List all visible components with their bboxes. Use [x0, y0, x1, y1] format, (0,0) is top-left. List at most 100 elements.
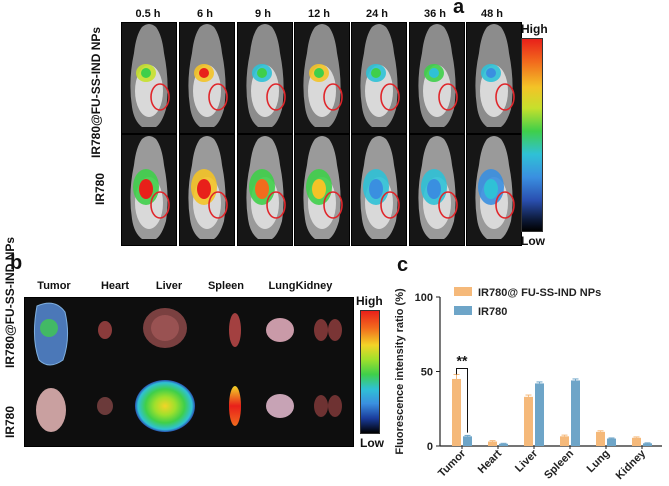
liver-inner-np — [151, 315, 179, 341]
fluorescence-signal-core — [484, 179, 498, 199]
panel-b-row-label-np: IR780@FU-SS-IND NPs — [3, 236, 17, 368]
bar-kidney-np — [632, 437, 641, 446]
mouse-image-r0-c4 — [351, 22, 407, 134]
tumor-circle-marker — [150, 191, 170, 219]
organ-label-tumor: Tumor — [37, 280, 71, 292]
panel-a-row-label-np: IR780@FU-SS-IND NPs — [89, 26, 103, 158]
organ-label-kidney: Kidney — [295, 280, 333, 292]
kidney-organ-ir780-left — [314, 395, 328, 417]
spleen-organ-np — [229, 313, 241, 347]
mouse-graphic — [246, 136, 286, 239]
tumor-circle-marker — [266, 83, 286, 111]
panel-a-letter: a — [453, 0, 465, 18]
panel-a-colorbar — [521, 38, 543, 232]
organ-label-spleen: Spleen — [207, 280, 245, 292]
organ-fluorescence-graphic — [33, 302, 342, 432]
mouse-image-r0-c5 — [409, 22, 465, 134]
fluorescence-signal-core — [255, 179, 269, 199]
fluorescence-signal-core — [429, 68, 439, 78]
fluorescence-signal-core — [369, 179, 383, 199]
organ-label-heart: Heart — [100, 280, 130, 292]
y-tick-label: 100 — [415, 292, 433, 304]
bar-spleen-np — [560, 436, 569, 446]
x-tick-label-heart: Heart — [476, 447, 505, 476]
panel-b-colorbar-low: Low — [360, 436, 384, 450]
panel-b-colorbar — [360, 310, 380, 434]
time-label-2: 9 h — [255, 8, 271, 20]
liver-organ-ir780 — [135, 380, 195, 432]
mouse-image-r1-c1 — [179, 134, 235, 246]
bar-kidney-ir780 — [643, 443, 652, 446]
y-axis-label: Fluorescence intensity ratio (%) — [394, 288, 406, 455]
fluorescence-signal-core — [141, 68, 151, 78]
heart-organ-ir780 — [97, 397, 113, 415]
fluorescence-signal-core — [314, 68, 324, 78]
ex-vivo-organ-image — [24, 297, 354, 447]
fluorescence-signal-core — [139, 179, 153, 199]
lung-organ-ir780 — [266, 394, 294, 418]
mouse-image-r1-c3 — [294, 134, 350, 246]
tumor-circle-marker — [495, 83, 515, 111]
tumor-circle-marker — [266, 191, 286, 219]
mouse-graphic — [475, 24, 515, 127]
x-tick-label-spleen: Spleen — [542, 447, 576, 481]
tumor-circle-marker — [380, 83, 400, 111]
bar-heart-np — [488, 441, 497, 446]
mouse-graphic — [188, 136, 228, 239]
organ-label-liver: Liver — [155, 280, 183, 292]
panel-b-letter: b — [10, 252, 23, 274]
tumor-circle-marker — [438, 83, 458, 111]
y-tick-label: 50 — [421, 367, 433, 379]
bar-lung-np — [596, 431, 605, 446]
mouse-graphic — [303, 136, 343, 239]
fluorescence-signal-core — [486, 68, 496, 78]
bar-lung-ir780 — [607, 438, 616, 446]
panel-b-colorbar-high: High — [356, 294, 383, 308]
fluorescence-signal-core — [427, 179, 441, 199]
tumor-signal-np — [40, 319, 58, 337]
x-tick-label-kidney: Kidney — [614, 447, 649, 482]
time-label-1: 6 h — [197, 8, 213, 20]
bar-liver-ir780 — [535, 383, 544, 446]
kidney-organ-ir780-right — [328, 395, 342, 417]
x-tick-label-lung: Lung — [585, 448, 612, 475]
bar-tumor-np — [452, 378, 461, 446]
mouse-image-r1-c5 — [409, 134, 465, 246]
fluorescence-signal-core — [257, 68, 267, 78]
mouse-graphic — [475, 136, 515, 239]
tumor-circle-marker — [150, 83, 170, 111]
time-label-3: 12 h — [307, 8, 330, 20]
significance-bracket — [456, 368, 468, 433]
mouse-graphic — [130, 136, 170, 239]
kidney-organ-np-left — [314, 319, 328, 341]
time-label-0: 0.5 h — [135, 8, 161, 20]
tumor-circle-marker — [208, 83, 228, 111]
fluorescence-signal-core — [199, 68, 209, 78]
mouse-image-r0-c0 — [121, 22, 177, 134]
mouse-graphic — [360, 136, 400, 239]
bar-liver-np — [524, 396, 533, 446]
bar-spleen-ir780 — [571, 380, 580, 446]
significance-label: ** — [457, 353, 468, 369]
mouse-graphic — [303, 24, 343, 127]
tumor-circle-marker — [323, 83, 343, 111]
mouse-image-r1-c4 — [351, 134, 407, 246]
legend-swatch-1 — [454, 306, 472, 315]
mouse-graphic — [246, 24, 286, 127]
tumor-circle-marker — [495, 191, 515, 219]
organ-label-lung: Lung — [268, 280, 296, 292]
mouse-image-r1-c2 — [237, 134, 293, 246]
lung-organ-np — [266, 318, 294, 342]
tumor-circle-marker — [208, 191, 228, 219]
mouse-image-r1-c0 — [121, 134, 177, 246]
kidney-organ-np-right — [328, 319, 342, 341]
y-tick-label: 0 — [427, 441, 433, 453]
mouse-graphic — [360, 24, 400, 127]
mouse-graphic — [418, 24, 458, 127]
mouse-image-r0-c6 — [466, 22, 522, 134]
tumor-circle-marker — [380, 191, 400, 219]
fluorescence-bar-chart: 0 50 100 Fluorescence intensity ratio (%) Tu… — [394, 287, 662, 482]
fluorescence-signal-core — [312, 179, 326, 199]
time-label-4: 24 h — [365, 8, 388, 20]
legend-label-0: IR780@ FU-SS-IND NPs — [478, 287, 601, 299]
